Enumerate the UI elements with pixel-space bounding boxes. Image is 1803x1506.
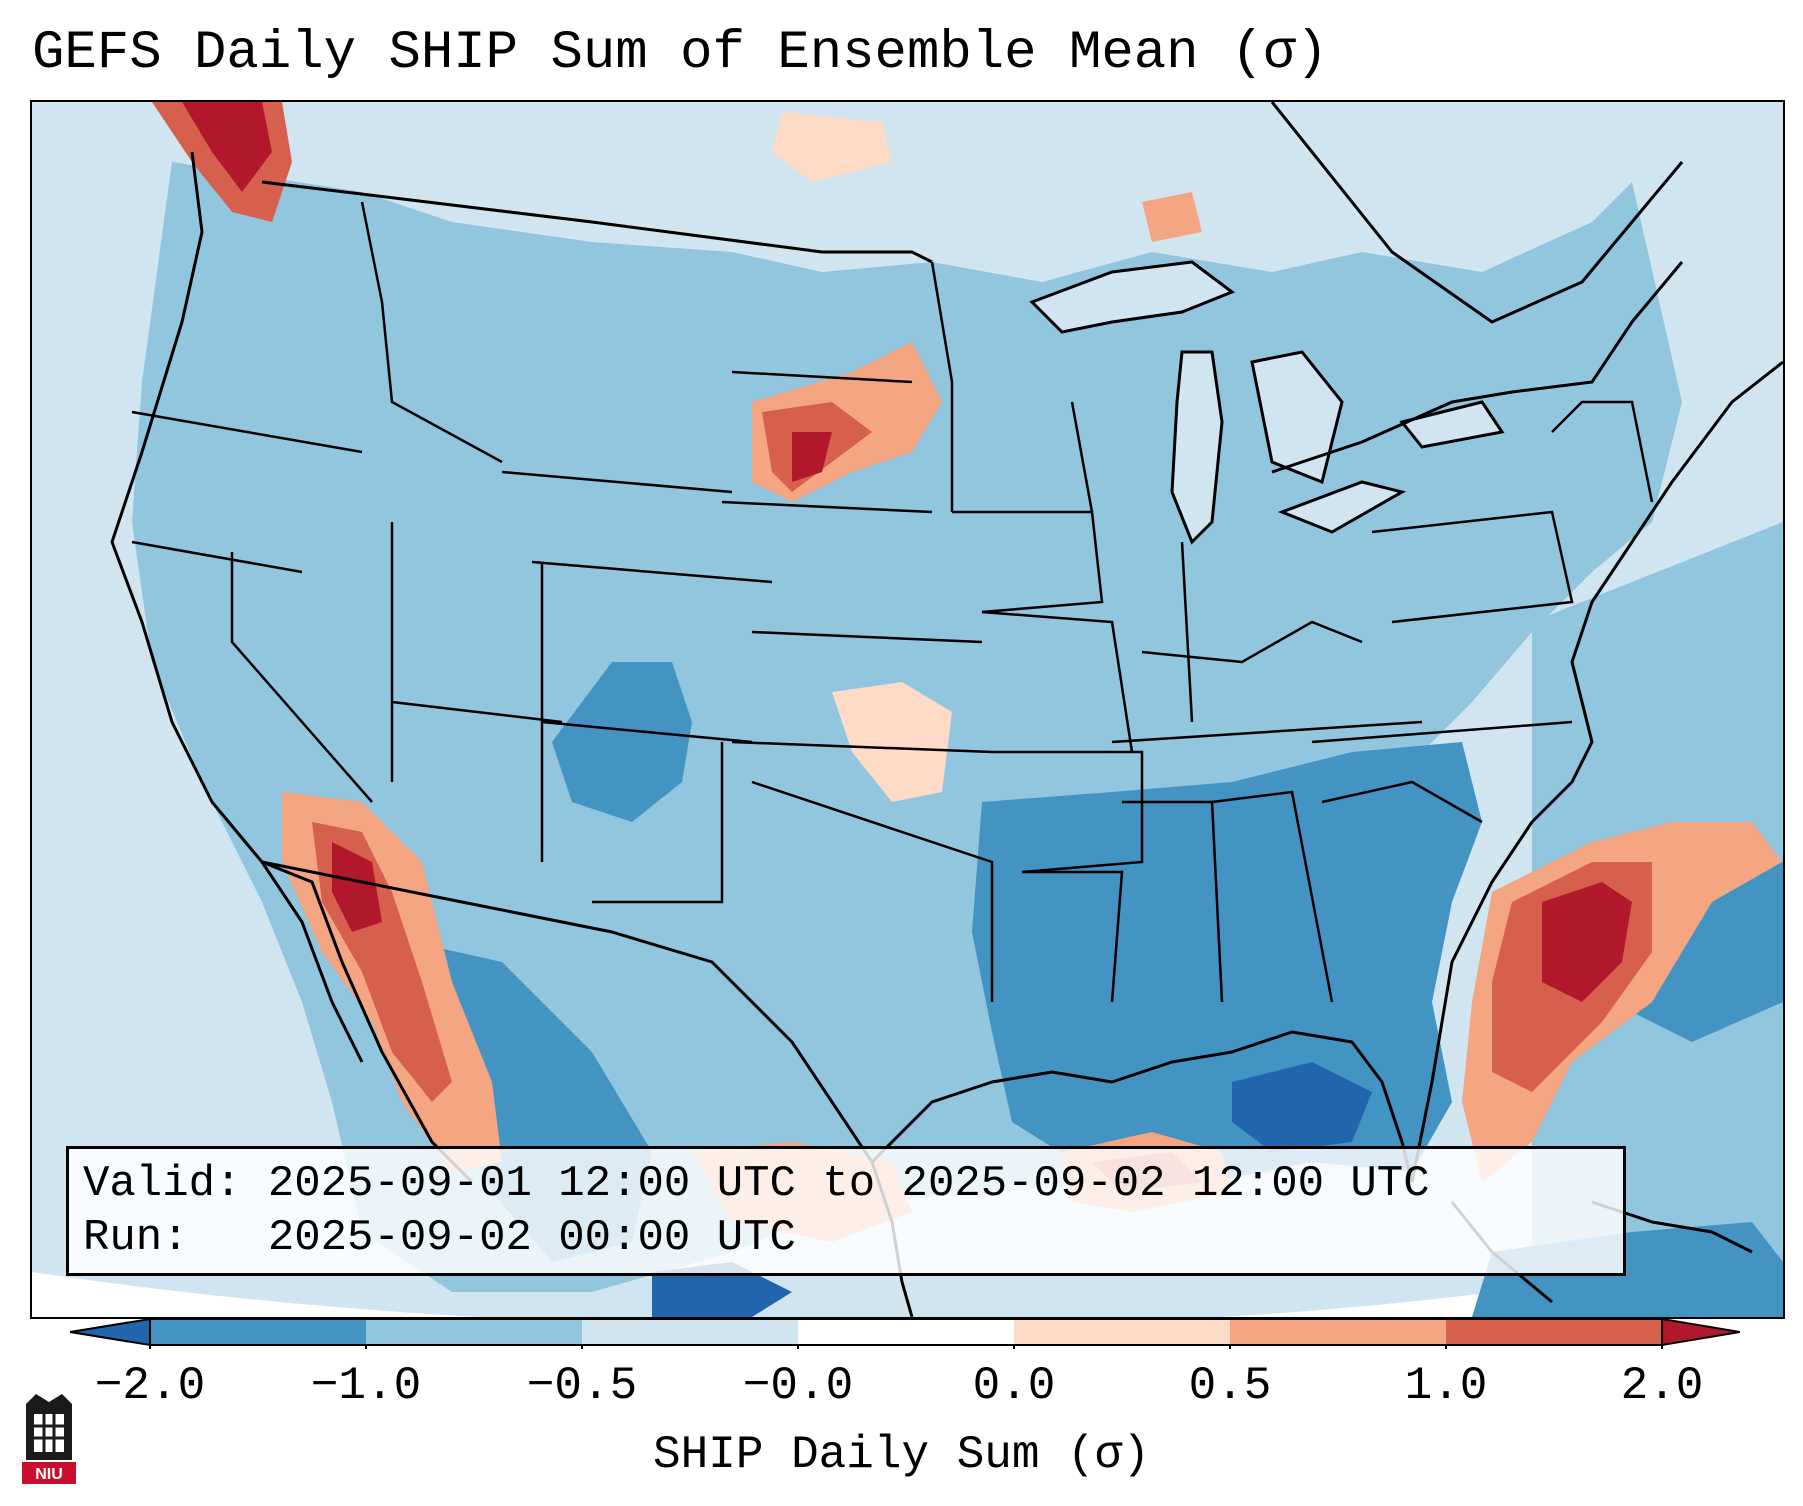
lake-huron xyxy=(1250,350,1344,485)
border-tn-ky xyxy=(1111,720,1423,744)
colorbar-tick-label: −2.0 xyxy=(94,1360,206,1412)
colorbar-tick-label: 0.5 xyxy=(1188,1360,1272,1412)
border-id-mt xyxy=(360,201,503,464)
canada-border xyxy=(261,180,933,264)
niu-logo-icon: NIU xyxy=(22,1394,76,1484)
field-dark-blue-gulf xyxy=(1232,1062,1372,1152)
field-darkred-pacific-nw xyxy=(182,102,272,192)
border-or-ca xyxy=(131,540,303,574)
colorbar-extend-max xyxy=(1661,1317,1740,1347)
border-ks-ok xyxy=(731,740,993,754)
lake-ontario xyxy=(1399,400,1505,449)
border-il-in xyxy=(1180,541,1194,723)
map-panel xyxy=(30,100,1785,1319)
border-nv-ca xyxy=(230,552,373,803)
colorbar-tick-label: −0.0 xyxy=(742,1360,854,1412)
colorbar-segment-3 xyxy=(582,1319,798,1345)
field-mid-blue-southeast xyxy=(972,742,1482,1182)
ship-field-map xyxy=(32,102,1783,1317)
border-mo xyxy=(981,610,1134,753)
state-borders xyxy=(131,201,1654,1003)
border-wi xyxy=(1070,401,1094,513)
canada-border-east xyxy=(1271,261,1684,474)
colorbar-segment-7 xyxy=(1446,1319,1662,1345)
border-va-nc xyxy=(1311,720,1573,744)
border-mn xyxy=(930,261,954,512)
colorbar-label: SHIP Daily Sum (σ) xyxy=(653,1429,1150,1481)
colorbar-segment-4 xyxy=(798,1319,1014,1345)
valid-run-info-box: Valid: 2025-09-01 12:00 UTC to 2025-09-0… xyxy=(66,1146,1626,1276)
colorbar-segment-5 xyxy=(1014,1319,1230,1345)
field-mid-blue-colorado xyxy=(552,662,692,822)
field-lightred-oklahoma xyxy=(832,682,952,802)
east-coast xyxy=(1410,360,1783,1183)
run-time-line: Run: 2025-09-02 00:00 UTC xyxy=(83,1213,796,1263)
border-co-nm xyxy=(541,720,753,744)
colorbar-segment-6 xyxy=(1230,1319,1446,1345)
field-darkred-dakota xyxy=(792,432,832,482)
lake-superior xyxy=(1029,260,1236,334)
colorbar-tick-label: −0.5 xyxy=(526,1360,638,1412)
border-wy-co xyxy=(531,560,773,584)
lake-erie xyxy=(1277,480,1406,534)
colorbar-tick-label: 0.0 xyxy=(972,1360,1056,1412)
border-sd-ne xyxy=(721,500,933,514)
colorbar-frame xyxy=(149,1318,1663,1346)
lake-michigan xyxy=(1170,350,1224,545)
colorbar-tick-label: 2.0 xyxy=(1620,1360,1704,1412)
colorbar xyxy=(70,1317,1740,1349)
hudson-coast xyxy=(1270,102,1684,324)
border-nd-sd xyxy=(731,370,913,384)
border-ia xyxy=(952,510,1104,614)
border-wa-or xyxy=(131,410,363,454)
west-coast xyxy=(110,151,364,1063)
border-ut-az xyxy=(391,700,563,724)
mexico-border xyxy=(261,860,874,1163)
colorbar-ticks xyxy=(149,1345,1663,1349)
border-la-ms xyxy=(1022,870,1124,1003)
border-pa xyxy=(1371,510,1574,624)
field-red-atlantic-core xyxy=(1542,882,1632,1002)
colorbar-extend-min xyxy=(70,1317,151,1347)
field-lightred-canada xyxy=(772,112,892,182)
field-darkred-baja xyxy=(332,842,382,932)
field-lightred-ontario xyxy=(1142,192,1202,242)
map-title: GEFS Daily SHIP Sum of Ensemble Mean (σ) xyxy=(32,23,1329,84)
border-nm-tx xyxy=(592,742,724,904)
border-ar xyxy=(992,750,1144,874)
colorbar-tick-label: −1.0 xyxy=(310,1360,422,1412)
gulf-coast xyxy=(870,1030,1414,1183)
border-ne-states xyxy=(1551,400,1654,503)
border-mt-wy xyxy=(501,470,733,494)
border-al-ga xyxy=(1211,790,1334,1003)
coastlines xyxy=(110,102,1783,1317)
border-ne-ks xyxy=(751,630,983,644)
colorbar-segment-2 xyxy=(366,1319,582,1345)
logo-text: NIU xyxy=(35,1466,63,1483)
border-ky-oh xyxy=(1141,620,1363,664)
colorbar-segment-1 xyxy=(150,1319,366,1345)
border-sc-ga xyxy=(1321,780,1483,824)
colorbar-tick-label: 1.0 xyxy=(1404,1360,1488,1412)
border-ok-tx xyxy=(751,780,994,1002)
valid-time-line: Valid: 2025-09-01 12:00 UTC to 2025-09-0… xyxy=(83,1159,1430,1209)
